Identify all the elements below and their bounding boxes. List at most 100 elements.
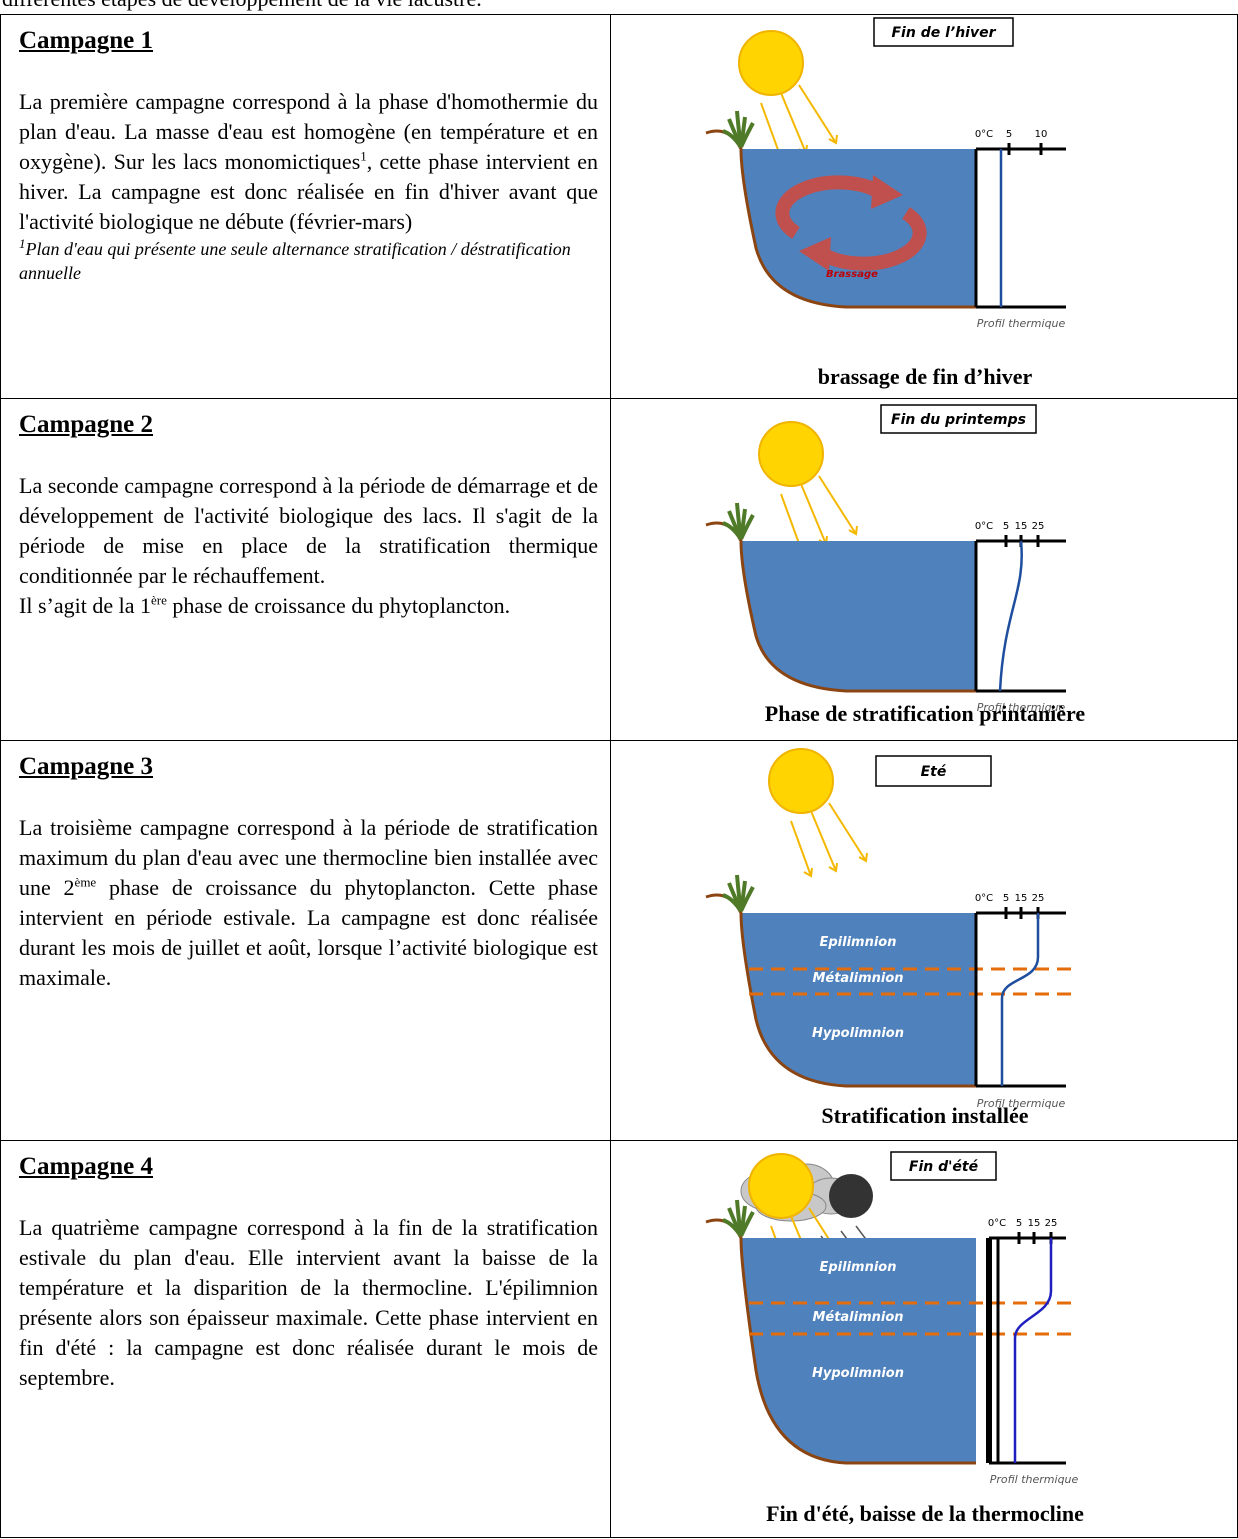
mixing-arrow bbox=[817, 207, 927, 271]
figure-caption: Stratification installée bbox=[821, 1103, 1028, 1128]
superscript: ème bbox=[74, 874, 97, 890]
mixing-arrow-head bbox=[799, 237, 831, 271]
diagram: Fin d'été Epilimnion Métalimnion Hypolimnio… bbox=[705, 1151, 1084, 1526]
mixing-arrow-head bbox=[871, 175, 903, 209]
ray-head bbox=[803, 867, 813, 878]
scale-label: 5 bbox=[1003, 521, 1009, 532]
section-title: Campagne 3 bbox=[19, 753, 154, 780]
plant bbox=[722, 129, 743, 149]
plant bbox=[722, 521, 743, 541]
figure-cell: Eté Epilimnion Métalimnion Hypolimnion 0°C 5 1… bbox=[610, 740, 1238, 1141]
plant bbox=[739, 514, 755, 540]
scale-label: 15 bbox=[1015, 893, 1028, 904]
figure-cell: Fin d'été Epilimnion Métalimnion Hypolimnio… bbox=[610, 1140, 1238, 1538]
sun-ray bbox=[790, 820, 812, 877]
ray-head bbox=[848, 525, 858, 536]
scale-label: 25 bbox=[1045, 1218, 1058, 1229]
diagram: Fin du printemps 0°C 5 15 25 Profil thermique… bbox=[705, 404, 1085, 726]
scale-label: 5 bbox=[1003, 893, 1009, 904]
cloud bbox=[829, 1174, 873, 1218]
paragraph: Il s’agit de la 1ère phase de croissance… bbox=[19, 591, 598, 621]
footnote-mark: 1 bbox=[19, 236, 26, 251]
profile-label: Profil thermique bbox=[977, 701, 1066, 714]
layer-label: Métalimnion bbox=[812, 971, 903, 986]
layer-label: Epilimnion bbox=[820, 935, 897, 950]
layer-label: Epilimnion bbox=[820, 1260, 897, 1275]
plant bbox=[739, 1211, 755, 1237]
scale-label: 0°C bbox=[975, 521, 993, 532]
scale-label: 10 bbox=[1035, 129, 1048, 140]
season-label: Eté bbox=[921, 764, 947, 780]
figure-caption: Fin d'été, baisse de la thermocline bbox=[766, 1501, 1084, 1526]
scale-label: 0°C bbox=[975, 893, 993, 904]
ray-head bbox=[828, 862, 838, 873]
text-cell: Campagne 3 La troisième campagne correspo… bbox=[0, 740, 611, 1141]
season-label: Fin du printemps bbox=[891, 412, 1026, 428]
superscript: ère bbox=[150, 592, 167, 608]
superscript: 1 bbox=[360, 148, 367, 164]
layer-label: Hypolimnion bbox=[812, 1026, 904, 1041]
figure-cell: Fin du printemps 0°C 5 15 25 Profil thermique… bbox=[610, 398, 1238, 741]
scale-label: 0°C bbox=[975, 129, 993, 140]
mixing-arrow bbox=[775, 175, 885, 239]
intro-text: différentes étapes de développement de l… bbox=[2, 0, 482, 14]
profile-label: Profil thermique bbox=[977, 1097, 1066, 1110]
text-cell: Campagne 1 La première campagne correspon… bbox=[0, 14, 611, 399]
section-title: Campagne 1 bbox=[19, 27, 154, 54]
scale-label: 25 bbox=[1032, 521, 1045, 532]
scale-label: 0°C bbox=[988, 1218, 1006, 1229]
paragraph-text: La quatrième campagne correspond à la fi… bbox=[19, 1215, 598, 1390]
season-box bbox=[875, 755, 992, 787]
scale-label: 15 bbox=[1028, 1218, 1041, 1229]
temperature-profile bbox=[1000, 913, 1040, 1086]
paragraph-text: La première campagne correspond à la pha… bbox=[19, 89, 598, 174]
sun-ray bbox=[760, 102, 782, 159]
layer-label: Métalimnion bbox=[812, 1310, 903, 1325]
sun-ray bbox=[810, 810, 837, 872]
plant bbox=[739, 122, 755, 148]
season-box bbox=[890, 1151, 997, 1181]
sun bbox=[768, 748, 834, 814]
lake bbox=[741, 1238, 976, 1463]
text-cell: Campagne 2 La seconde campagne correspond… bbox=[0, 398, 611, 741]
season-box bbox=[873, 17, 1014, 47]
sun-ray bbox=[798, 84, 837, 144]
sun-ray bbox=[818, 475, 857, 535]
paragraph-text: , cette phase intervient en hiver. La ca… bbox=[19, 149, 598, 234]
paragraph-text: La troisième campagne correspond à la pé… bbox=[19, 815, 598, 900]
temperature-profile bbox=[1013, 1238, 1053, 1463]
paragraph-text: Il s’agit de la 1 bbox=[19, 593, 151, 618]
paragraph: La première campagne correspond à la pha… bbox=[19, 87, 598, 237]
sun bbox=[738, 30, 804, 96]
scale-label: 25 bbox=[1032, 893, 1045, 904]
ray-head bbox=[858, 852, 868, 863]
scale-label: 5 bbox=[1006, 129, 1012, 140]
figure-cell: Fin de l’hiver Brassage 0°C 5 10 Profil therm… bbox=[610, 14, 1238, 399]
mixing-label: Brassage bbox=[826, 269, 878, 280]
lake bbox=[741, 913, 976, 1086]
profile-label: Profil thermique bbox=[990, 1473, 1079, 1486]
paragraph-text: La seconde campagne correspond à la péri… bbox=[19, 473, 598, 588]
section-title: Campagne 2 bbox=[19, 411, 154, 438]
paragraph-text: phase de croissance du phytoplancton. bbox=[166, 593, 511, 618]
paragraph: La troisième campagne correspond à la pé… bbox=[19, 813, 598, 993]
section-title: Campagne 4 bbox=[19, 1153, 154, 1180]
sun-ray bbox=[780, 493, 802, 550]
scale-label: 15 bbox=[1015, 521, 1028, 532]
diagram: Fin de l’hiver Brassage 0°C 5 10 Profil therm… bbox=[705, 17, 1066, 389]
plant bbox=[722, 893, 743, 913]
sun-ray bbox=[828, 802, 867, 862]
season-label: Fin d'été bbox=[909, 1159, 979, 1175]
plant bbox=[739, 886, 755, 912]
footnote-text: Plan d'eau qui présente une seule altern… bbox=[19, 239, 571, 283]
season-box bbox=[880, 404, 1037, 434]
scale-label: 5 bbox=[1016, 1218, 1022, 1229]
sun bbox=[748, 1153, 814, 1219]
season-label: Fin de l’hiver bbox=[891, 25, 996, 41]
footnote: 1Plan d'eau qui présente une seule alter… bbox=[19, 237, 598, 285]
paragraph: La seconde campagne correspond à la péri… bbox=[19, 471, 598, 591]
sun-ray bbox=[800, 483, 827, 545]
text-cell: Campagne 4 La quatrième campagne correspo… bbox=[0, 1140, 611, 1538]
sun bbox=[758, 421, 824, 487]
